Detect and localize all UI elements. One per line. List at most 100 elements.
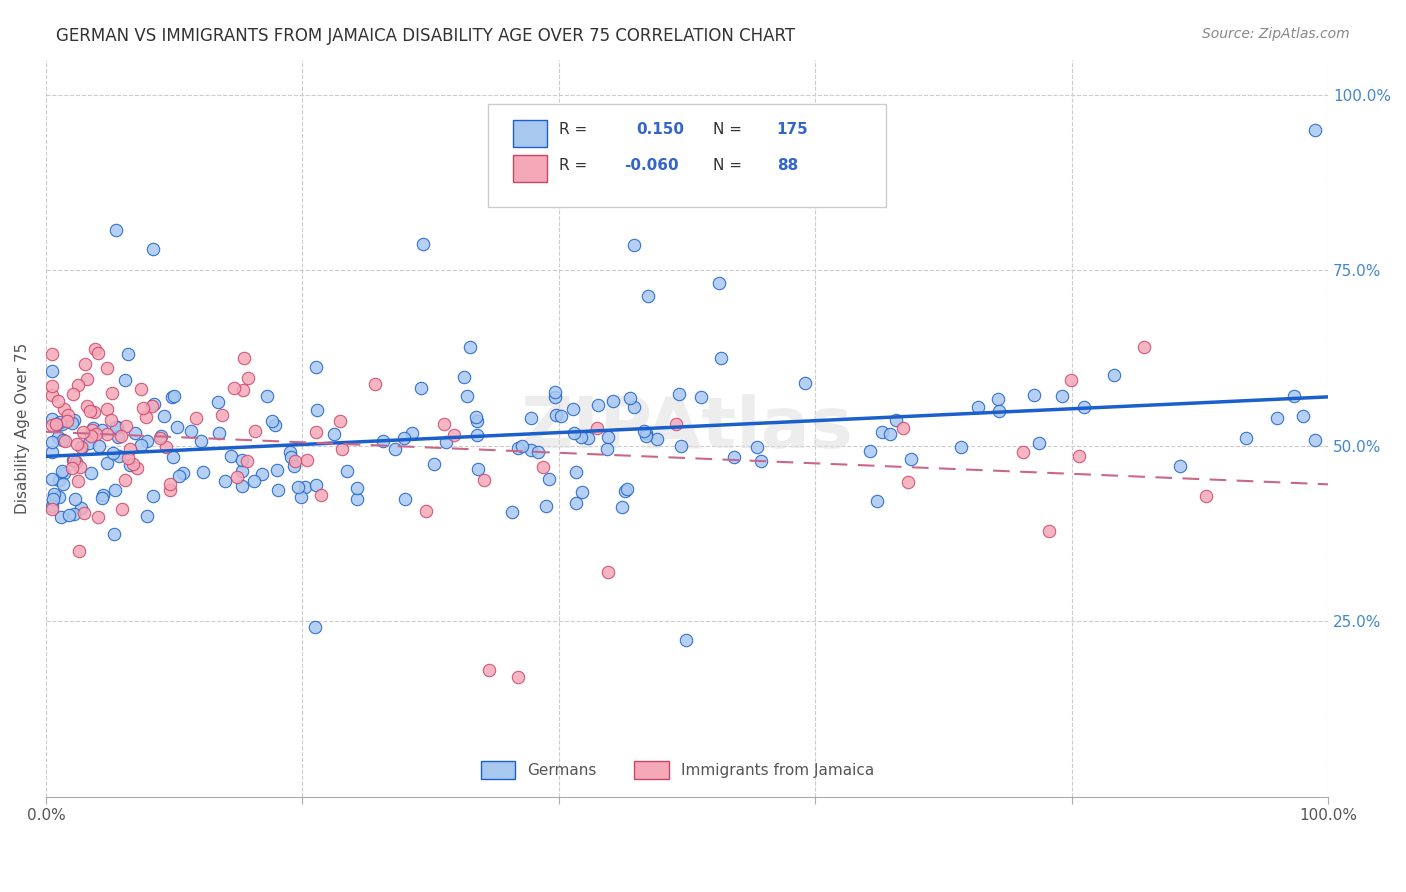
- Point: [467, 462, 489, 476]
- Point: [1050, 389, 1073, 403]
- Point: [190, 434, 212, 449]
- Point: [884, 413, 907, 427]
- Point: [180, 424, 202, 438]
- Point: [96, 402, 118, 417]
- Point: [987, 392, 1010, 407]
- Point: [371, 434, 394, 449]
- Point: [69, 459, 91, 474]
- Point: [250, 467, 273, 482]
- Point: [262, 414, 284, 428]
- Text: N =: N =: [713, 158, 742, 172]
- Point: [79, 436, 101, 450]
- Point: [101, 385, 124, 400]
- Point: [48, 491, 70, 505]
- Text: 0.150: 0.150: [636, 122, 683, 137]
- Point: [84, 343, 107, 357]
- Point: [294, 480, 316, 494]
- Point: [949, 440, 972, 454]
- Point: [501, 505, 523, 519]
- Point: [616, 483, 638, 497]
- Point: [893, 421, 915, 435]
- Point: [966, 400, 988, 414]
- Point: [222, 381, 245, 395]
- Point: [127, 461, 149, 475]
- Point: [346, 481, 368, 495]
- Point: [110, 428, 132, 442]
- Point: [70, 440, 93, 454]
- Point: [41, 418, 63, 433]
- Point: [51, 509, 73, 524]
- Point: [749, 454, 772, 468]
- Point: [1292, 409, 1315, 424]
- Point: [689, 390, 711, 404]
- Point: [114, 473, 136, 487]
- Text: 175: 175: [776, 122, 808, 137]
- Point: [45, 417, 67, 431]
- Text: 88: 88: [776, 158, 799, 172]
- Point: [645, 432, 668, 446]
- Point: [53, 467, 76, 481]
- Point: [70, 501, 93, 516]
- Point: [1168, 459, 1191, 474]
- Point: [129, 382, 152, 396]
- Point: [191, 465, 214, 479]
- Point: [135, 508, 157, 523]
- Point: [96, 427, 118, 442]
- Point: [105, 420, 128, 434]
- Point: [1022, 388, 1045, 402]
- Point: [723, 450, 745, 464]
- Point: [433, 417, 456, 432]
- Point: [323, 426, 346, 441]
- Point: [82, 421, 104, 435]
- Point: [105, 223, 128, 237]
- Point: [96, 360, 118, 375]
- Point: [208, 425, 231, 440]
- Point: [634, 429, 657, 443]
- Point: [41, 472, 63, 486]
- Point: [309, 488, 332, 502]
- Point: [207, 395, 229, 409]
- Point: [1265, 410, 1288, 425]
- Point: [114, 373, 136, 387]
- Point: [79, 467, 101, 481]
- Point: [65, 455, 87, 469]
- Point: [669, 439, 692, 453]
- Point: [159, 483, 181, 498]
- Point: [596, 442, 619, 456]
- Point: [1234, 431, 1257, 445]
- Point: [305, 402, 328, 417]
- Point: [87, 510, 110, 524]
- Point: [117, 451, 139, 466]
- Point: [91, 423, 114, 437]
- Point: [124, 425, 146, 440]
- Point: [290, 491, 312, 505]
- Point: [534, 499, 557, 513]
- Point: [266, 483, 288, 497]
- Point: [66, 475, 89, 489]
- Point: [76, 372, 98, 386]
- Point: [668, 387, 690, 401]
- Point: [135, 409, 157, 424]
- Point: [710, 351, 733, 366]
- Point: [401, 426, 423, 441]
- Point: [76, 399, 98, 413]
- Point: [56, 408, 79, 422]
- FancyBboxPatch shape: [488, 103, 886, 207]
- Point: [453, 369, 475, 384]
- Point: [610, 500, 633, 515]
- Point: [103, 446, 125, 460]
- Point: [602, 393, 624, 408]
- Point: [637, 289, 659, 303]
- Point: [53, 434, 76, 448]
- Point: [172, 466, 194, 480]
- Text: R =: R =: [558, 158, 588, 172]
- Point: [96, 456, 118, 470]
- Point: [1303, 433, 1326, 447]
- Point: [115, 418, 138, 433]
- Point: [1194, 489, 1216, 503]
- Point: [510, 439, 533, 453]
- Point: [263, 417, 285, 432]
- Point: [153, 409, 176, 423]
- Text: Immigrants from Jamaica: Immigrants from Jamaica: [681, 763, 875, 778]
- Text: -0.060: -0.060: [624, 158, 679, 172]
